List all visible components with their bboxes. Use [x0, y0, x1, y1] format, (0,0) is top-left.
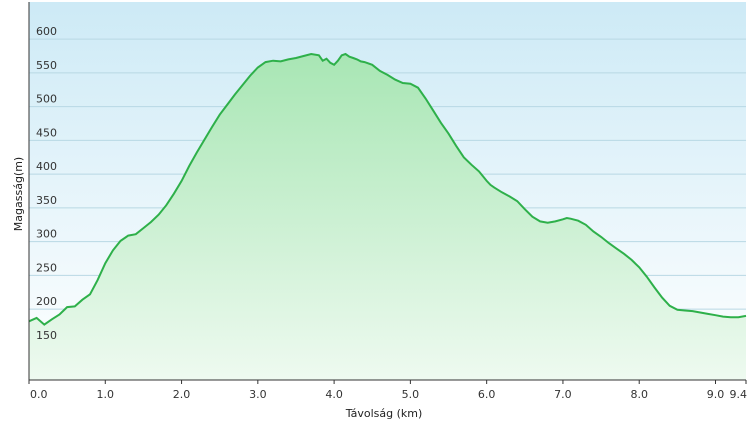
y-tick-label: 150 [36, 329, 57, 342]
x-tick-label: 9.4 [730, 388, 748, 401]
x-tick-label: 8.0 [630, 388, 648, 401]
x-tick-label: 6.0 [478, 388, 496, 401]
y-tick-label: 450 [36, 126, 57, 139]
y-tick-label: 350 [36, 194, 57, 207]
y-axis-label: Magasság(m) [12, 157, 25, 231]
x-tick-label: 9.0 [707, 388, 725, 401]
y-tick-label: 300 [36, 228, 57, 241]
y-tick-label: 600 [36, 25, 57, 38]
x-tick-label: 1.0 [97, 388, 115, 401]
x-tick-labels: 0.0 1.0 2.0 3.0 4.0 5.0 6.0 7.0 8.0 9.0 9.4 [28, 380, 748, 401]
y-tick-label: 200 [36, 295, 57, 308]
x-tick-label: 7.0 [554, 388, 572, 401]
x-tick-label: 3.0 [249, 388, 267, 401]
x-tick-label: 2.0 [173, 388, 191, 401]
y-tick-label: 250 [36, 261, 57, 274]
y-tick-labels: 150 200 250 300 350 400 450 500 550 600 [36, 25, 57, 342]
x-tick-label: 4.0 [325, 388, 343, 401]
y-tick-label: 400 [36, 160, 57, 173]
y-tick-label: 500 [36, 93, 57, 106]
x-tick-label: 5.0 [402, 388, 420, 401]
elevation-area [29, 54, 746, 380]
x-tick-label: 0.0 [30, 388, 48, 401]
y-tick-label: 550 [36, 59, 57, 72]
elevation-line [28, 52, 747, 326]
x-axis-label: Távolság (km) [345, 407, 423, 420]
